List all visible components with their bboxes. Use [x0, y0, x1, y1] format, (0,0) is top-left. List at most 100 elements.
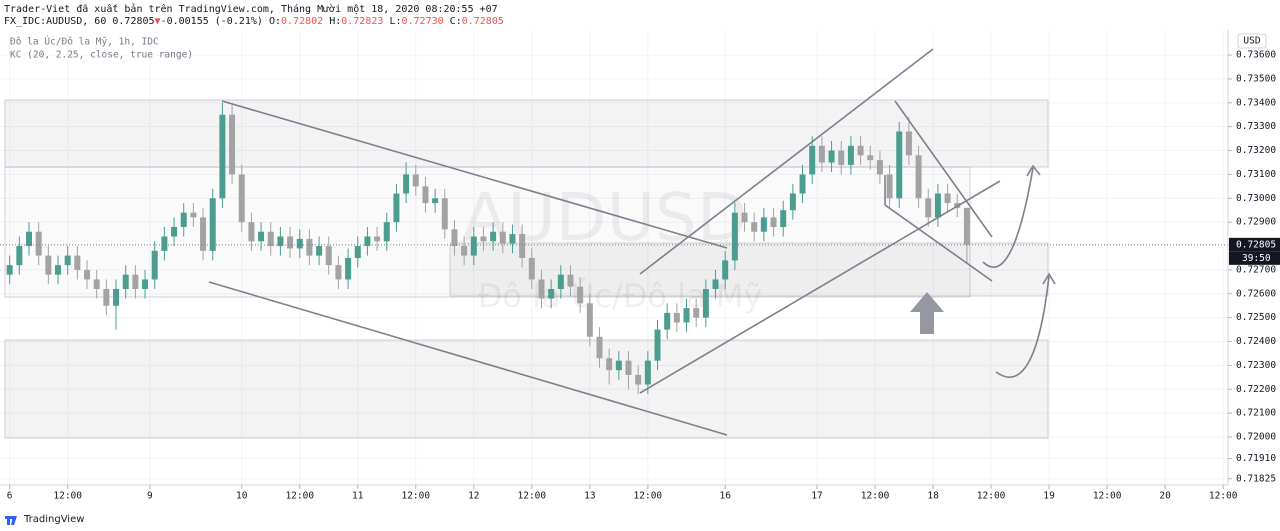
x-tick-label: 12:00 [401, 491, 430, 502]
candle-body [248, 222, 255, 242]
candle-body [45, 255, 52, 275]
candle-body [335, 265, 342, 280]
o-value: 0.72802 [281, 16, 323, 27]
candle-body [925, 198, 932, 218]
candle-body [306, 238, 313, 256]
x-tick-label: 12:00 [1093, 491, 1122, 502]
y-tick-label: 0.72700 [1236, 264, 1276, 275]
candle-body [451, 229, 458, 247]
countdown: 39:50 [1242, 253, 1271, 264]
candle-body [267, 231, 274, 247]
candle-body [16, 246, 23, 266]
candle-body [161, 236, 168, 251]
y-tick-label: 0.72900 [1236, 217, 1276, 228]
up-arrow [910, 292, 944, 334]
candle-body [151, 250, 158, 280]
indicator-legend: KC (20, 2.25, close, true range) [10, 50, 193, 61]
candle-body [200, 217, 207, 251]
candle-body [412, 174, 419, 187]
footer-brand[interactable]: TradingView [23, 514, 84, 525]
y-tick-label: 0.73500 [1236, 73, 1276, 84]
candle-body [528, 257, 535, 280]
candles [6, 102, 970, 395]
logo[interactable] [5, 516, 17, 525]
trend-line [221, 100, 728, 249]
x-tick-label: 12:00 [518, 491, 547, 502]
y-tick-label: 0.73100 [1236, 169, 1276, 180]
footer: TradingView [5, 514, 84, 525]
last-price-box [1229, 237, 1280, 252]
zone-rect [4, 166, 971, 298]
candle-body [325, 246, 332, 266]
countdown-box [1229, 251, 1280, 265]
candle-body [6, 265, 13, 275]
candle-body [470, 236, 477, 256]
candle-body [712, 279, 719, 290]
candle-body [789, 193, 796, 211]
candle-body [74, 255, 81, 270]
price-axis: USD [1227, 30, 1280, 505]
x-tick-label: 12:00 [861, 491, 890, 502]
candle-body [567, 274, 574, 287]
candle-body [664, 312, 671, 330]
curved-arrow [995, 275, 1050, 378]
candle-body [915, 155, 922, 199]
candle-body [644, 360, 651, 385]
published-line: Trader-Viet đã xuất bản trên TradingView… [4, 3, 498, 15]
candle-body [963, 207, 970, 245]
candle-body [354, 246, 361, 258]
candle-body [847, 145, 854, 165]
candle-body [799, 174, 806, 194]
x-tick-label: 12:00 [53, 491, 82, 502]
y-tick-label: 0.72200 [1236, 384, 1276, 395]
trend-line [884, 204, 993, 282]
candle-body [596, 336, 603, 359]
y-tick-label: 0.73000 [1236, 193, 1276, 204]
x-ticks: 6 12:00 9 10 12:00 11 12:00 12 12:00 13 12:00 16 17 1… [7, 485, 1238, 502]
candle-body [770, 217, 777, 227]
h-value: 0.72823 [341, 16, 383, 27]
y-tick-label: 0.73400 [1236, 97, 1276, 108]
candle-body [374, 236, 381, 242]
candle-body [509, 234, 516, 244]
header: Trader-Viet đã xuất bản trên TradingView… [4, 3, 504, 61]
candle-body [219, 114, 226, 199]
candle-body [103, 289, 110, 306]
candle-body [586, 303, 593, 337]
candle-body [393, 193, 400, 223]
candle-body [490, 231, 497, 242]
candle-body [751, 222, 758, 232]
candle-body [557, 274, 564, 290]
x-tick-label: 12:00 [285, 491, 314, 502]
zone-rect [4, 339, 1049, 439]
candle-body [519, 234, 526, 258]
candle-body [84, 269, 91, 280]
y-tick-label: 0.71825 [1236, 473, 1276, 484]
candle-body [625, 360, 632, 375]
watermark-name: Đô la Úc/Đô la Mỹ [478, 276, 763, 315]
candle-body [364, 236, 371, 247]
trend-lines [208, 48, 1056, 436]
candle-body [480, 236, 487, 242]
candle-body [876, 160, 883, 175]
y-tick-label: 0.72500 [1236, 312, 1276, 323]
x-tick-label: 12:00 [977, 491, 1006, 502]
candle-body [64, 255, 71, 266]
candle-body [731, 212, 738, 261]
y-tick-label: 0.73300 [1236, 121, 1276, 132]
candle-body [461, 246, 468, 256]
background-layer [0, 30, 1228, 485]
candle-body [258, 231, 265, 242]
last-price-label: 0.72805 [1236, 239, 1276, 250]
c-label: C: [450, 16, 462, 27]
candle-body [828, 150, 835, 163]
candle-body [171, 226, 178, 237]
trend-line [639, 48, 934, 275]
trend-line [208, 281, 728, 436]
candle-body [683, 308, 690, 323]
y-tick-label: 0.72600 [1236, 288, 1276, 299]
symbol: FX_IDC:AUDUSD, 60 [4, 16, 106, 27]
candle-body [760, 217, 767, 232]
